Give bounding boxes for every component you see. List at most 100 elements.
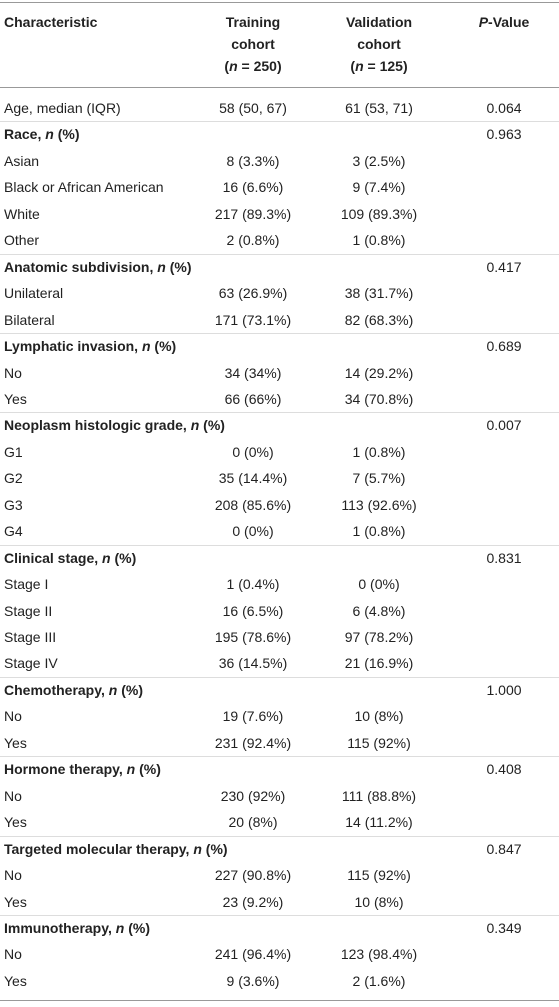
text-segment: (%) bbox=[135, 761, 161, 778]
text-segment: n bbox=[115, 919, 125, 936]
header-cell: Characteristic bbox=[4, 13, 97, 31]
training-cell: 230 (92%) bbox=[220, 787, 286, 804]
validation-cell: 14 (11.2%) bbox=[345, 814, 413, 831]
row-label: G4 bbox=[4, 523, 23, 540]
validation-cell: 2 (1.6%) bbox=[352, 972, 406, 989]
text-segment: n bbox=[108, 681, 118, 698]
row-label: G3 bbox=[4, 496, 23, 513]
row-label: Yes bbox=[4, 893, 27, 910]
header-cell: Validation bbox=[346, 13, 412, 31]
row-label: No bbox=[4, 946, 22, 963]
section-label: Chemotherapy, n (%) bbox=[4, 681, 143, 699]
validation-cell: 38 (31.7%) bbox=[344, 285, 414, 302]
section-label: Lymphatic invasion, n (%) bbox=[4, 337, 176, 355]
text-segment: n bbox=[355, 58, 364, 74]
training-cell: 195 (78.6%) bbox=[214, 629, 292, 645]
text-segment: Chemotherapy, bbox=[4, 681, 109, 698]
header-cell: Training bbox=[226, 13, 280, 31]
text-segment: (%) bbox=[150, 338, 177, 355]
validation-cell: 1 (0.8%) bbox=[352, 443, 406, 460]
validation-cell: 6 (4.8%) bbox=[352, 602, 406, 619]
training-cell: 208 (85.6%) bbox=[214, 496, 292, 513]
row-label: Age, median (IQR) bbox=[4, 100, 121, 116]
training-cell: 0 (0%) bbox=[232, 523, 274, 540]
header-cell: cohort bbox=[231, 35, 275, 53]
training-cell: 34 (34%) bbox=[224, 364, 282, 381]
text-segment: n bbox=[141, 338, 151, 355]
row-label: G1 bbox=[4, 443, 23, 460]
training-cell: 35 (14.4%) bbox=[218, 470, 288, 487]
training-cell: 16 (6.5%) bbox=[222, 602, 284, 619]
row-label: Yes bbox=[4, 814, 27, 831]
training-cell: 8 (3.3%) bbox=[226, 152, 280, 169]
text-segment: n bbox=[102, 549, 111, 566]
section-label: Race, n (%) bbox=[4, 125, 79, 143]
section-label: Clinical stage, n (%) bbox=[4, 549, 136, 567]
p-cell: 0.689 bbox=[486, 338, 522, 355]
validation-cell: 123 (98.4%) bbox=[340, 946, 418, 963]
row-label: Yes bbox=[4, 390, 27, 407]
row-rule bbox=[0, 544, 559, 546]
p-cell: 0.007 bbox=[486, 417, 522, 434]
training-cell: 58 (50, 67) bbox=[219, 100, 287, 116]
row-label: Yes bbox=[4, 734, 27, 751]
text-segment: P bbox=[478, 14, 489, 30]
text-segment: Lymphatic invasion, bbox=[4, 338, 142, 355]
validation-cell: 21 (16.9%) bbox=[344, 655, 414, 672]
training-cell: 36 (14.5%) bbox=[218, 655, 288, 672]
validation-cell: 115 (92%) bbox=[347, 734, 411, 751]
row-label: Stage III bbox=[4, 629, 57, 645]
validation-cell: 14 (29.2%) bbox=[344, 364, 414, 381]
header-cell: (n = 125) bbox=[350, 57, 407, 75]
training-cell: 66 (66%) bbox=[224, 390, 282, 407]
text-segment: n bbox=[45, 126, 54, 143]
row-rule bbox=[0, 333, 559, 335]
text-segment: (%) bbox=[110, 549, 137, 566]
section-label: Targeted molecular therapy, n (%) bbox=[4, 840, 228, 858]
text-segment: (%) bbox=[201, 840, 228, 857]
text-segment: Neoplasm histologic grade, bbox=[4, 417, 191, 434]
text-segment: ( bbox=[224, 58, 230, 74]
p-cell: 0.064 bbox=[486, 100, 522, 116]
validation-cell: 1 (0.8%) bbox=[352, 232, 406, 249]
validation-cell: 7 (5.7%) bbox=[352, 470, 406, 487]
row-label: Bilateral bbox=[4, 311, 55, 328]
row-label: No bbox=[4, 708, 22, 725]
training-cell: 217 (89.3%) bbox=[214, 205, 292, 222]
text-segment: Training bbox=[225, 14, 281, 30]
text-segment: (%) bbox=[117, 681, 143, 698]
text-segment: Targeted molecular therapy, bbox=[4, 840, 194, 857]
row-label: Other bbox=[4, 232, 40, 249]
text-segment: -Value bbox=[488, 14, 530, 30]
training-cell: 231 (92.4%) bbox=[214, 734, 292, 751]
training-cell: 23 (9.2%) bbox=[222, 893, 284, 910]
row-label: Stage IV bbox=[4, 655, 58, 672]
row-rule bbox=[0, 253, 559, 255]
training-cell: 0 (0%) bbox=[232, 443, 274, 460]
text-segment: cohort bbox=[357, 36, 401, 52]
validation-cell: 1 (0.8%) bbox=[352, 523, 406, 540]
text-segment: ( bbox=[350, 58, 356, 74]
row-label: No bbox=[4, 867, 22, 884]
row-label: Asian bbox=[4, 152, 40, 169]
validation-cell: 109 (89.3%) bbox=[340, 205, 418, 222]
text-segment: Race, bbox=[4, 126, 46, 143]
section-label: Hormone therapy, n (%) bbox=[4, 760, 161, 778]
section-label: Immunotherapy, n (%) bbox=[4, 919, 150, 937]
validation-cell: 61 (53, 71) bbox=[345, 100, 413, 116]
text-segment: = 250) bbox=[237, 58, 282, 74]
section-label: Anatomic subdivision, n (%) bbox=[4, 258, 191, 276]
text-segment: Validation bbox=[345, 14, 413, 30]
validation-cell: 82 (68.3%) bbox=[344, 311, 414, 328]
training-cell: 241 (96.4%) bbox=[214, 946, 292, 963]
row-rule bbox=[0, 914, 559, 916]
row-label: Black or African American bbox=[4, 179, 164, 196]
row-rule bbox=[0, 676, 559, 678]
text-segment: n bbox=[229, 58, 238, 74]
row-label: Stage I bbox=[4, 576, 49, 593]
validation-cell: 111 (88.8%) bbox=[341, 787, 417, 804]
validation-cell: 10 (8%) bbox=[354, 708, 404, 725]
p-cell: 0.963 bbox=[486, 126, 522, 143]
text-segment: Clinical stage, bbox=[4, 549, 103, 566]
text-segment: (%) bbox=[199, 417, 225, 434]
